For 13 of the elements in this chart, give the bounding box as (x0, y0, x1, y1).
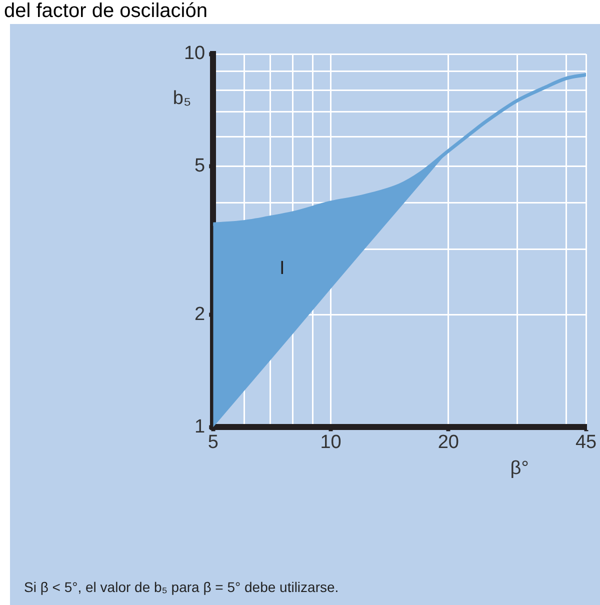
text: Si β < 5°, el valor de b₅ para β = 5° debe utilizarse. (24, 579, 339, 595)
y-tick-label: 1 (194, 416, 206, 438)
y-axis-title: b₅ (172, 88, 192, 110)
y-tick-label: 2 (194, 304, 206, 326)
chart-title: del factor de oscilación (3, 0, 208, 24)
annotation: I (279, 258, 285, 279)
x-axis-title: β° (510, 458, 529, 479)
x-tick-label: 10 (320, 432, 342, 453)
y-tick-label: 10 (184, 43, 206, 64)
x-tick-label: 5 (208, 432, 218, 453)
y-tick-label: 5 (194, 156, 206, 177)
x-tick-label: 20 (438, 432, 459, 453)
x-tick-label: 45 (575, 432, 597, 453)
